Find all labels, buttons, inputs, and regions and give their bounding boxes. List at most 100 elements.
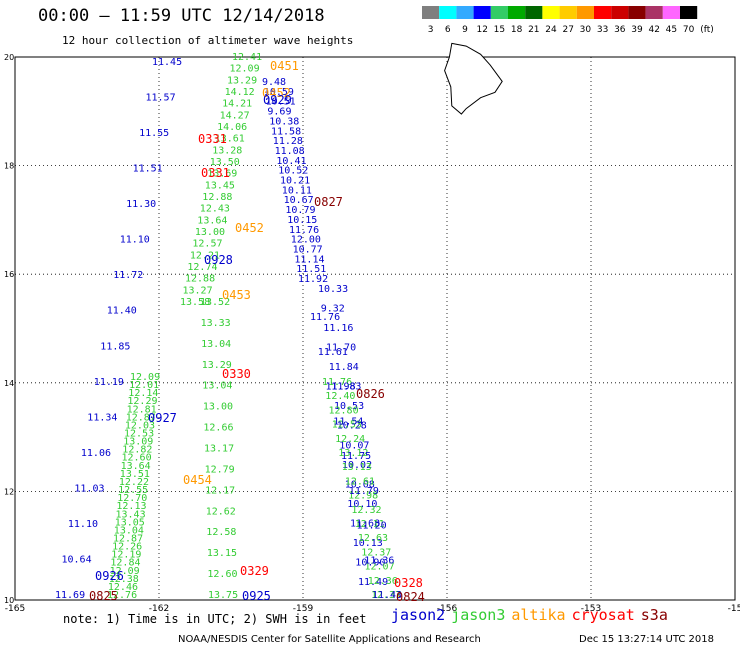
swh-label: 12.66: [203, 423, 233, 434]
colorbar-swatch: [422, 6, 440, 19]
swh-label: 11.30: [126, 199, 156, 210]
pass-time-label: 0454: [183, 473, 212, 487]
credit-line: NOAA/NESDIS Center for Satellite Applica…: [178, 634, 481, 645]
pass-time-label: 0927: [148, 411, 177, 425]
colorbar-swatch: [576, 6, 594, 19]
swh-label: 13.05: [115, 517, 145, 528]
swh-label: 13.51: [120, 469, 150, 480]
swh-track: 11.76 12.40 12.80 12.53 12.24 13.12 13.13 12.61…: [322, 377, 401, 601]
swh-label: 12.87: [126, 412, 156, 423]
swh-label: 11.69: [55, 590, 85, 601]
swh-label: 11.84: [329, 362, 359, 373]
swh-label: 13.64: [197, 215, 227, 226]
swh-label: 12.55: [118, 485, 148, 496]
swh-label: 10.28: [337, 421, 367, 432]
swh-track: 12.0912.0112.1412.2912.8112.8712.0312.53…: [107, 372, 160, 601]
swh-label: 10.07: [339, 440, 369, 451]
swh-label: 12.57: [192, 239, 222, 250]
colorbar-tick-label: 45: [666, 25, 677, 35]
swh-track: 9.4810.5910.519.6910.3811.5811.2811.0810…: [262, 77, 328, 285]
colorbar-swatch: [490, 6, 508, 19]
swh-label: 9.32: [321, 304, 345, 315]
swh-label: 11.34: [87, 412, 117, 423]
swh-label: 13.52: [200, 297, 230, 308]
pass-time-label: 0925: [242, 589, 271, 603]
x-tick-label: -153: [581, 604, 601, 614]
swh-label: 11.28: [273, 136, 303, 147]
pass-time-label: 0331: [201, 166, 230, 180]
swh-label: 13.50: [210, 157, 240, 168]
swh-label: 10.15: [287, 215, 317, 226]
y-tick-label: 20: [4, 53, 14, 62]
y-tick-label: 14: [4, 379, 14, 388]
swh-label: 12.84: [110, 558, 140, 569]
swh-label: 11.83: [331, 382, 361, 393]
map-frame: [14, 56, 736, 601]
colorbar-swatch: [525, 6, 543, 19]
swh-label: 11.55: [139, 128, 169, 139]
swh-label: 12.09: [130, 372, 160, 383]
y-tick-label: 10: [4, 596, 14, 605]
swh-label: 12.79: [205, 464, 235, 475]
colorbar-tick-label: 15: [494, 25, 505, 35]
swh-label: 13.27: [183, 285, 213, 296]
swh-label: 10.38: [269, 116, 299, 127]
colorbar-swatch: [456, 6, 474, 19]
swh-label: 13.61: [215, 134, 245, 145]
swh-label: 11.06: [81, 448, 111, 459]
swh-label: 10.13: [353, 538, 383, 549]
colorbar-swatch: [473, 6, 491, 19]
y-tick-label: 16: [4, 270, 14, 279]
swh-label: 11.76: [322, 377, 352, 388]
swh-label: 11.51: [133, 164, 163, 175]
swh-label: 12.37: [371, 590, 401, 601]
colorbar-tick-label: 21: [528, 25, 539, 35]
swh-label: 12.87: [113, 534, 143, 545]
swh-label: 9.69: [267, 107, 291, 118]
swh-label: 13.28: [212, 145, 242, 156]
pass-time-label: 0926: [95, 569, 124, 583]
swh-label: 12.00: [291, 235, 321, 246]
swh-label: 11.54: [333, 416, 363, 427]
swh-label: 10.11: [282, 185, 312, 196]
swh-label: 12.32: [351, 505, 381, 516]
swh-label: 13.64: [121, 461, 151, 472]
colorbar-tick-label: 6: [445, 25, 451, 35]
pass-time-label: 0329: [240, 564, 269, 578]
swh-label: 10.10: [347, 499, 377, 510]
swh-label: 13.33: [201, 318, 231, 329]
swh-label: 12.03: [125, 420, 155, 431]
swh-label: 12.19: [111, 550, 141, 561]
colorbar-swatch: [559, 6, 577, 19]
swh-label: 11.40: [107, 306, 137, 317]
map-title: 00:00 – 11:59 UTC 12/14/2018: [38, 6, 325, 26]
swh-label: 13.04: [114, 525, 144, 536]
swh-label: 12.61: [345, 476, 375, 487]
swh-label: 13.75: [208, 590, 238, 601]
swh-label: 11.98: [326, 382, 356, 393]
swh-label: 13.04: [202, 381, 232, 392]
swh-label: 12.43: [200, 204, 230, 215]
swh-track: 13.52 13.33 13.04 13.29 13.04 13.00 12.66 13.17…: [200, 297, 238, 601]
swh-track: 12.4112.0913.2914.1214.2114.2714.0613.61…: [180, 52, 262, 308]
swh-label: 12.21: [190, 250, 220, 261]
pass-time-label: 0330: [222, 367, 251, 381]
colorbar-tick-label: 30: [580, 25, 592, 35]
swh-label: 12.11: [355, 519, 385, 530]
legend-item-altika: altika: [511, 606, 566, 624]
swh-label: 10.67: [284, 195, 314, 206]
x-tick-label: -156: [437, 604, 458, 614]
swh-label: 13.13: [342, 462, 372, 473]
y-tick-label: 12: [4, 487, 14, 496]
swh-label: 11.76: [310, 312, 340, 323]
swh-label: 13.17: [204, 444, 234, 455]
pass-time-label: 0453: [222, 288, 251, 302]
swh-label: 13.00: [195, 227, 225, 238]
swh-label: 12.22: [119, 477, 149, 488]
pass-time-label: 0328: [394, 576, 423, 590]
swh-label: 12.60: [207, 569, 237, 580]
colorbar-unit-label: (ft): [700, 25, 714, 35]
generated-timestamp: Dec 15 13:27:14 UTC 2018: [579, 634, 714, 645]
swh-label: 12.14: [128, 388, 158, 399]
pass-time-label: 0826: [356, 387, 385, 401]
